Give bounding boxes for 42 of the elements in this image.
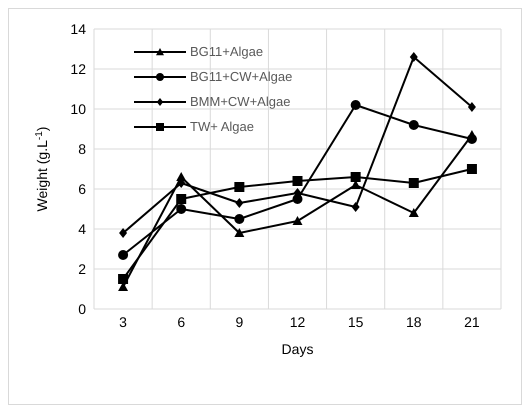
x-tick-label: 6	[177, 314, 186, 330]
y-tick-label: 10	[70, 100, 86, 117]
point	[176, 172, 186, 181]
x-tick-label: 18	[406, 314, 422, 330]
point	[118, 250, 128, 260]
y-tick-label: 12	[70, 60, 86, 77]
y-tick-label: 8	[78, 140, 86, 157]
point	[466, 164, 477, 174]
legend-label: BG11+Algae	[190, 44, 264, 59]
point	[468, 102, 476, 112]
point	[410, 52, 418, 62]
x-tick-label: 15	[348, 314, 364, 330]
point	[234, 182, 244, 192]
point	[118, 274, 128, 284]
point	[408, 178, 419, 188]
point	[292, 216, 302, 225]
y-tick-label: 14	[70, 20, 86, 37]
point	[292, 176, 302, 186]
x-tick-label: 12	[290, 314, 306, 330]
point	[292, 194, 302, 204]
point	[119, 228, 128, 238]
x-axis-title: Days	[282, 341, 314, 357]
y-tick-label: 4	[78, 220, 86, 237]
point	[235, 198, 244, 208]
x-tick-label: 9	[235, 314, 244, 330]
legend-label: BMM+CW+Algae	[190, 94, 290, 109]
y-tick-label: 2	[78, 260, 86, 277]
legend-label: TW+ Algae	[190, 119, 254, 134]
legend-label: BG11+CW+Algae	[190, 69, 292, 84]
point	[350, 100, 361, 110]
point	[352, 202, 360, 212]
point	[176, 204, 186, 214]
y-tick-label: 6	[78, 180, 86, 197]
x-tick-label: 3	[119, 314, 128, 330]
x-tick-label: 21	[464, 314, 480, 330]
point	[234, 214, 244, 224]
point	[176, 194, 186, 204]
y-tick-label: 0	[78, 300, 86, 317]
point	[234, 228, 244, 237]
point	[408, 120, 419, 130]
point	[408, 208, 419, 217]
point	[350, 172, 361, 182]
